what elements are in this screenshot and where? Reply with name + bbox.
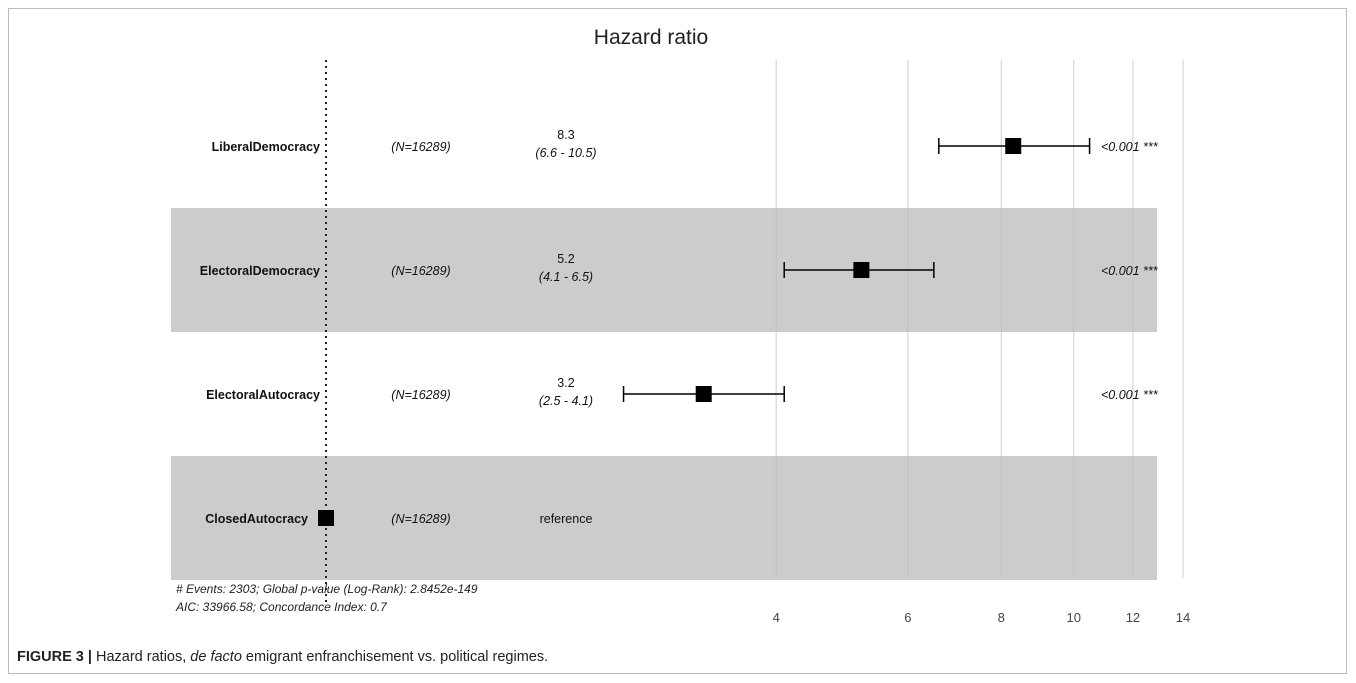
x-tick-label: 10 (1067, 610, 1081, 625)
point-marker (1005, 138, 1022, 154)
row-n: (N=16289) (391, 512, 450, 526)
x-tick-label: 12 (1126, 610, 1140, 625)
forest-plot: 4 6 8 10 12 14 Hazard ratio LiberalDemocracy (N=… (171, 26, 1190, 625)
row-n: (N=16289) (391, 140, 450, 154)
point-marker (318, 510, 334, 526)
row-n: (N=16289) (391, 264, 450, 278)
row-band (171, 456, 1157, 580)
caption-label: FIGURE 3 | (17, 649, 92, 665)
figure-caption: FIGURE 3 | Hazard ratios, de facto emigr… (17, 649, 548, 665)
row-ci: (4.1 - 6.5) (539, 270, 593, 284)
row-p-value: <0.001 *** (1101, 140, 1159, 154)
row-ci: (2.5 - 4.1) (539, 394, 593, 408)
row-n: (N=16289) (391, 388, 450, 402)
caption-text-before: Hazard ratios, (91, 649, 191, 665)
row-label: ElectoralAutocracy (206, 388, 320, 402)
row-estimate: 8.3 (557, 128, 574, 142)
row-p-value: <0.001 *** (1101, 264, 1159, 278)
row-label: ElectoralDemocracy (200, 264, 320, 278)
caption-text-italic: de facto (190, 649, 242, 665)
caption-text-after: emigrant enfranchisement vs. political r… (241, 649, 549, 665)
chart-title: Hazard ratio (594, 26, 708, 49)
row-estimate: 3.2 (557, 376, 574, 390)
row-p-value: <0.001 *** (1101, 388, 1159, 402)
row-estimate: 5.2 (557, 252, 574, 266)
row-band (171, 208, 1157, 332)
x-tick-label: 14 (1176, 610, 1190, 625)
row-estimate: reference (540, 512, 593, 526)
footnote-line: # Events: 2303; Global p-value (Log-Rank… (176, 582, 478, 596)
point-marker (853, 262, 870, 278)
x-tick-label: 6 (904, 610, 911, 625)
x-tick-label: 8 (998, 610, 1005, 625)
row-label: ClosedAutocracy (205, 512, 308, 526)
x-tick-label: 4 (773, 610, 780, 625)
figure-frame (8, 8, 1347, 674)
row-ci: (6.6 - 10.5) (535, 146, 596, 160)
row-label: LiberalDemocracy (212, 140, 320, 154)
footnote-line: AIC: 33966.58; Concordance Index: 0.7 (175, 600, 388, 614)
point-marker (695, 386, 712, 402)
